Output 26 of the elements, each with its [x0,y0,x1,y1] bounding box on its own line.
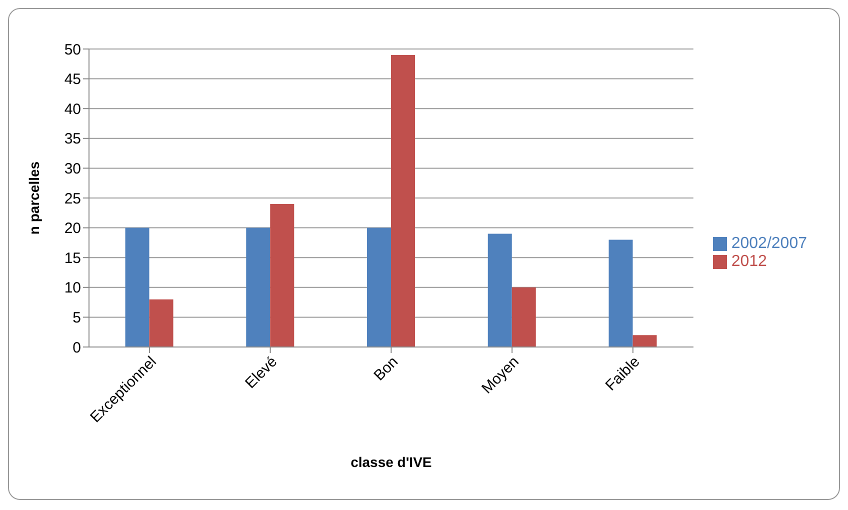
y-tick-label: 25 [64,190,81,208]
y-tick-label: 50 [64,41,81,58]
x-tick-label: Bon [370,353,402,384]
y-tick-label: 20 [64,220,81,238]
bar [149,299,174,347]
y-tick-label: 0 [72,339,81,356]
legend-label: 2012 [731,253,767,270]
y-axis-title: n parcelles [26,161,42,235]
y-tick-label: 5 [72,310,81,327]
x-axis-title: classe d'IVE [350,454,432,470]
bar [512,287,536,347]
bar [608,240,633,347]
y-tick-label: 35 [64,130,81,148]
bar [391,54,416,347]
bar [488,234,512,347]
y-tick-label: 10 [64,280,81,297]
y-tick-label: 15 [64,250,81,267]
bar [367,228,392,347]
bar [270,204,294,347]
bar [632,335,657,347]
legend-label: 2002/2007 [731,235,807,252]
bar [246,228,270,347]
y-tick-label: 40 [64,100,81,118]
y-tick-label: 30 [64,160,81,178]
bar [125,228,150,347]
y-tick-label: 45 [64,71,81,88]
